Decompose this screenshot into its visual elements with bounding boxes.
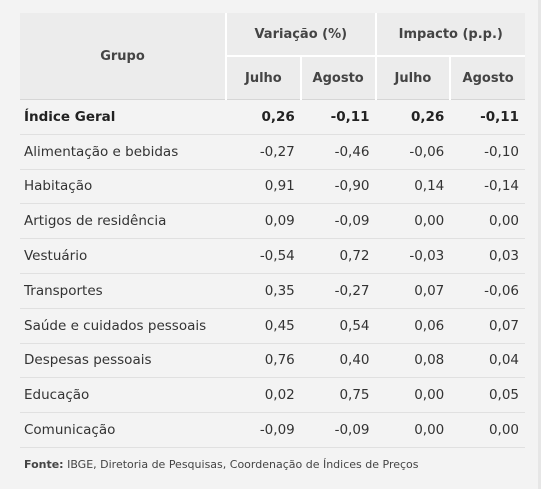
source-note: Fonte: IBGE, Diretoria de Pesquisas, Coo… bbox=[20, 458, 525, 471]
row-impacto-agosto: -0,10 bbox=[450, 134, 526, 170]
row-impacto-julho: 0,00 bbox=[375, 412, 451, 448]
table-row: Artigos de residência 0,09 -0,09 0,00 0,00 bbox=[20, 203, 526, 240]
table-container: Grupo Variação (%) Impacto (p.p.) Julho … bbox=[20, 13, 526, 471]
row-impacto-agosto: -0,06 bbox=[450, 273, 526, 309]
row-variacao-agosto: -0,90 bbox=[300, 169, 376, 205]
row-impacto-agosto: 0,03 bbox=[450, 238, 526, 274]
row-variacao-agosto: -0,11 bbox=[300, 99, 376, 135]
row-impacto-agosto: 0,04 bbox=[450, 343, 526, 379]
row-grupo: Índice Geral bbox=[20, 99, 226, 135]
row-impacto-agosto: 0,05 bbox=[450, 377, 526, 414]
table-row-indice-geral: Índice Geral 0,26 -0,11 0,26 -0,11 bbox=[20, 99, 526, 135]
row-variacao-agosto: 0,75 bbox=[300, 377, 376, 414]
row-variacao-agosto: -0,09 bbox=[300, 412, 376, 448]
row-variacao-julho: 0,09 bbox=[226, 203, 301, 240]
row-impacto-agosto: 0,07 bbox=[450, 308, 526, 344]
row-variacao-agosto: 0,40 bbox=[300, 343, 376, 379]
row-grupo: Artigos de residência bbox=[20, 203, 226, 240]
row-variacao-julho: 0,76 bbox=[226, 343, 301, 379]
table-row: Comunicação -0,09 -0,09 0,00 0,00 bbox=[20, 412, 526, 448]
header-grupo: Grupo bbox=[20, 13, 227, 100]
header-impacto: Impacto (p.p.) bbox=[375, 13, 526, 57]
row-impacto-julho: 0,08 bbox=[375, 343, 451, 379]
row-variacao-agosto: -0,09 bbox=[300, 203, 376, 240]
row-impacto-julho: 0,14 bbox=[375, 169, 451, 205]
row-grupo: Alimentação e bebidas bbox=[20, 134, 226, 170]
row-variacao-julho: 0,45 bbox=[226, 308, 301, 344]
row-grupo: Transportes bbox=[20, 273, 226, 309]
table-row: Habitação 0,91 -0,90 0,14 -0,14 bbox=[20, 169, 526, 205]
row-variacao-julho: -0,27 bbox=[226, 134, 301, 170]
row-grupo: Habitação bbox=[20, 169, 226, 205]
row-grupo: Vestuário bbox=[20, 238, 226, 274]
table-body: Índice Geral 0,26 -0,11 0,26 -0,11 Alimentaçã… bbox=[20, 99, 526, 448]
row-variacao-agosto: -0,27 bbox=[300, 273, 376, 309]
row-variacao-agosto: -0,46 bbox=[300, 134, 376, 170]
row-variacao-julho: 0,35 bbox=[226, 273, 301, 309]
table-header: Grupo Variação (%) Impacto (p.p.) Julho … bbox=[20, 13, 526, 100]
header-variacao-agosto: Agosto bbox=[300, 56, 377, 100]
row-variacao-julho: 0,26 bbox=[226, 99, 301, 135]
row-impacto-julho: -0,06 bbox=[375, 134, 451, 170]
row-impacto-julho: 0,26 bbox=[375, 99, 451, 135]
data-table: Grupo Variação (%) Impacto (p.p.) Julho … bbox=[20, 13, 526, 448]
row-variacao-julho: 0,02 bbox=[226, 377, 301, 414]
row-impacto-julho: 0,00 bbox=[375, 377, 451, 414]
row-grupo: Educação bbox=[20, 377, 226, 414]
row-grupo: Comunicação bbox=[20, 412, 226, 448]
source-label: Fonte: bbox=[24, 457, 64, 471]
row-grupo: Saúde e cuidados pessoais bbox=[20, 308, 226, 344]
row-impacto-agosto: 0,00 bbox=[450, 203, 526, 240]
row-variacao-agosto: 0,72 bbox=[300, 238, 376, 274]
table-row: Despesas pessoais 0,76 0,40 0,08 0,04 bbox=[20, 343, 526, 379]
row-impacto-julho: 0,00 bbox=[375, 203, 451, 240]
table-row: Alimentação e bebidas -0,27 -0,46 -0,06 -0,1… bbox=[20, 134, 526, 170]
source-text: IBGE, Diretoria de Pesquisas, Coordenaçã… bbox=[63, 457, 419, 471]
header-impacto-agosto: Agosto bbox=[450, 56, 526, 100]
row-impacto-agosto: -0,11 bbox=[450, 99, 526, 135]
row-variacao-julho: -0,54 bbox=[226, 238, 301, 274]
table-row: Educação 0,02 0,75 0,00 0,05 bbox=[20, 377, 526, 414]
table-row: Transportes 0,35 -0,27 0,07 -0,06 bbox=[20, 273, 526, 309]
header-variacao: Variação (%) bbox=[226, 13, 377, 57]
row-impacto-agosto: 0,00 bbox=[450, 412, 526, 448]
table-row: Saúde e cuidados pessoais 0,45 0,54 0,06 0,0… bbox=[20, 308, 526, 344]
row-impacto-julho: 0,06 bbox=[375, 308, 451, 344]
page-edge bbox=[538, 0, 541, 489]
header-variacao-julho: Julho bbox=[226, 56, 302, 100]
row-variacao-julho: -0,09 bbox=[226, 412, 301, 448]
table-row: Vestuário -0,54 0,72 -0,03 0,03 bbox=[20, 238, 526, 274]
row-variacao-julho: 0,91 bbox=[226, 169, 301, 205]
row-grupo: Despesas pessoais bbox=[20, 343, 226, 379]
header-impacto-julho: Julho bbox=[375, 56, 452, 100]
row-variacao-agosto: 0,54 bbox=[300, 308, 376, 344]
row-impacto-julho: 0,07 bbox=[375, 273, 451, 309]
row-impacto-julho: -0,03 bbox=[375, 238, 451, 274]
row-impacto-agosto: -0,14 bbox=[450, 169, 526, 205]
